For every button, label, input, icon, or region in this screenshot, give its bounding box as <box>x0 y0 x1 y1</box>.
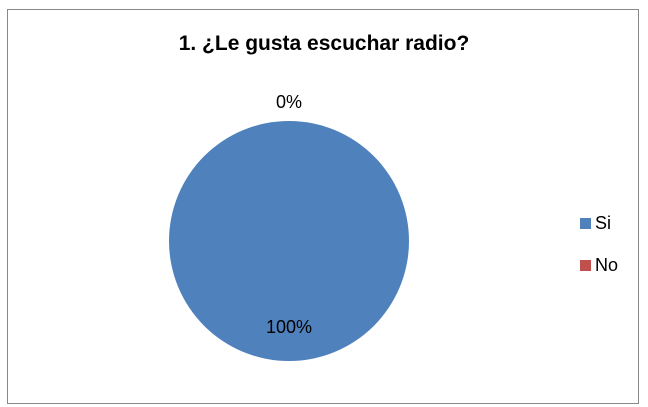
pie-slice-si <box>169 121 409 361</box>
chart-title: 1. ¿Le gusta escuchar radio? <box>178 32 470 55</box>
legend-label-no: No <box>595 255 619 275</box>
legend-item-no: No <box>580 255 618 276</box>
legend-label-si: Si <box>595 213 612 233</box>
data-label-no: 0% <box>276 92 302 112</box>
legend-swatch-si <box>580 218 591 229</box>
legend-item-si: Si <box>580 213 611 234</box>
data-label-si: 100% <box>266 317 312 337</box>
legend-swatch-no <box>580 260 591 271</box>
